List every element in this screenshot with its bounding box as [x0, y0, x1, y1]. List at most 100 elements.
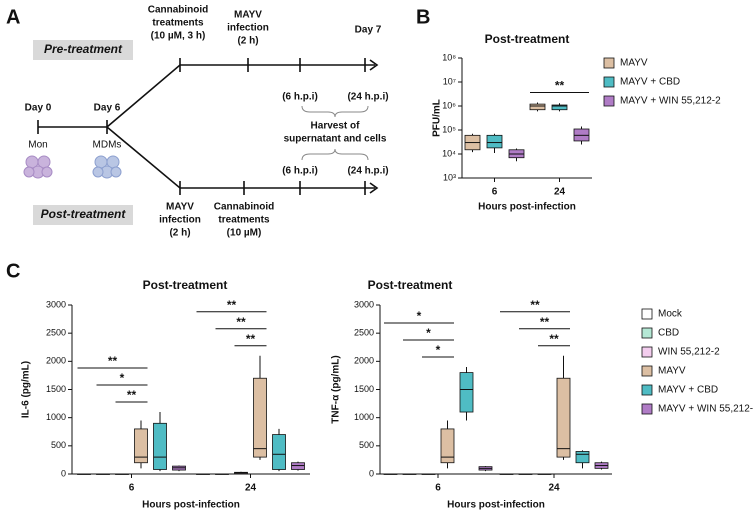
box — [272, 434, 286, 470]
box — [556, 377, 571, 458]
significance-label: * — [426, 326, 431, 340]
chart-title: Post-treatment — [368, 278, 453, 292]
harvest-label: supernatant and cells — [284, 134, 387, 145]
y-tick-label: 2500 — [354, 328, 374, 338]
legend-label: CBD — [658, 328, 679, 339]
step-label: treatments — [152, 18, 204, 29]
box — [575, 451, 590, 464]
harvest-label: Harvest of — [311, 121, 361, 132]
cell-label: Mon — [28, 140, 47, 151]
legend-label: MAYV — [658, 366, 686, 377]
x-axis-label: Hours post-infection — [478, 202, 576, 213]
post-treatment-label: Post-treatment — [41, 207, 127, 221]
day-label: Day 0 — [25, 103, 52, 114]
y-axis-label: TNF-α (pg/mL) — [331, 355, 342, 423]
legend-label: MAYV + CBD — [620, 77, 680, 88]
y-tick-label: 10³ — [443, 172, 456, 182]
legend-label: MAYV + WIN 55,212-2 — [658, 404, 753, 415]
pre-treatment-label: Pre-treatment — [44, 42, 123, 56]
significance-label: ** — [549, 332, 559, 346]
timeline-tick — [179, 58, 366, 195]
step-label: infection — [159, 215, 201, 226]
x-axis-label: Hours post-infection — [447, 500, 545, 511]
panel-letter: C — [6, 260, 20, 282]
y-tick-label: 10⁵ — [442, 124, 456, 134]
timeline — [37, 64, 375, 189]
time-label: (6 h.p.i) — [282, 166, 318, 177]
legend-label: WIN 55,212-2 — [658, 347, 720, 358]
legend-swatch — [603, 95, 615, 107]
box — [459, 372, 474, 413]
significance-label: * — [120, 371, 125, 385]
box — [134, 428, 148, 464]
y-tick-label: 2000 — [46, 356, 66, 366]
x-tick-label: 24 — [548, 483, 560, 494]
y-tick-label: 0 — [369, 468, 374, 478]
y-tick-label: 10⁸ — [442, 52, 456, 62]
significance-label: ** — [540, 315, 550, 329]
time-label: (24 h.p.i) — [347, 92, 388, 103]
arrow-head — [369, 59, 379, 194]
step-label: (10 µM) — [227, 228, 262, 239]
legend-swatch — [641, 403, 653, 415]
x-tick-label: 6 — [435, 483, 441, 494]
significance-label: ** — [246, 332, 256, 346]
y-tick-label: 10⁷ — [443, 76, 456, 86]
cell-icon — [92, 155, 122, 179]
step-label: Cannabinoid — [148, 5, 209, 16]
cell-icon — [23, 155, 53, 179]
x-tick-label: 6 — [129, 483, 135, 494]
y-tick-label: 500 — [51, 440, 66, 450]
step-label: treatments — [218, 215, 270, 226]
y-tick-label: 500 — [359, 440, 374, 450]
step-label: (2 h) — [169, 228, 190, 239]
legend-swatch — [641, 346, 653, 358]
day-label: Day 7 — [355, 25, 382, 36]
legend-swatch — [641, 327, 653, 339]
y-tick-label: 1000 — [354, 412, 374, 422]
panel-letter: B — [416, 6, 430, 28]
box — [153, 422, 167, 470]
y-tick-label: 0 — [61, 468, 66, 478]
y-axis-label: IL-6 (pg/mL) — [21, 361, 32, 418]
y-tick-label: 1000 — [46, 412, 66, 422]
legend-swatch — [641, 365, 653, 377]
step-label: (10 µM, 3 h) — [151, 31, 206, 42]
day-label: Day 6 — [94, 103, 121, 114]
significance-label: ** — [530, 298, 540, 312]
time-label: (6 h.p.i) — [282, 92, 318, 103]
step-label: (2 h) — [237, 36, 258, 47]
label-box — [33, 205, 133, 225]
x-tick-label: 24 — [554, 187, 566, 198]
legend-label: MAYV + CBD — [658, 385, 718, 396]
legend-label: MAYV — [620, 58, 648, 69]
x-axis-label: Hours post-infection — [142, 500, 240, 511]
y-tick-label: 1500 — [46, 384, 66, 394]
step-label: MAYV — [234, 10, 262, 21]
y-tick-label: 3000 — [46, 299, 66, 309]
chart-title: Post-treatment — [143, 278, 228, 292]
significance-label: ** — [227, 298, 237, 312]
significance-label: ** — [555, 79, 565, 93]
bracket — [301, 105, 369, 161]
chart-title: Post-treatment — [485, 32, 570, 46]
y-axis-label: PFU/mL — [432, 99, 443, 137]
step-label: infection — [227, 23, 269, 34]
legend-swatch — [641, 384, 653, 396]
box — [253, 377, 267, 458]
significance-label: ** — [127, 388, 137, 402]
significance-label: ** — [108, 354, 118, 368]
y-tick-label: 2000 — [354, 356, 374, 366]
box — [529, 103, 546, 111]
step-label: Cannabinoid — [214, 202, 275, 213]
box — [486, 134, 503, 149]
y-tick-label: 10⁴ — [442, 148, 456, 158]
legend-swatch — [603, 57, 615, 69]
legend-swatch — [641, 308, 653, 320]
y-tick-label: 2500 — [46, 328, 66, 338]
panel-letter: A — [6, 6, 20, 28]
time-label: (24 h.p.i) — [347, 166, 388, 177]
legend-label: MAYV + WIN 55,212-2 — [620, 96, 721, 107]
y-tick-label: 1500 — [354, 384, 374, 394]
